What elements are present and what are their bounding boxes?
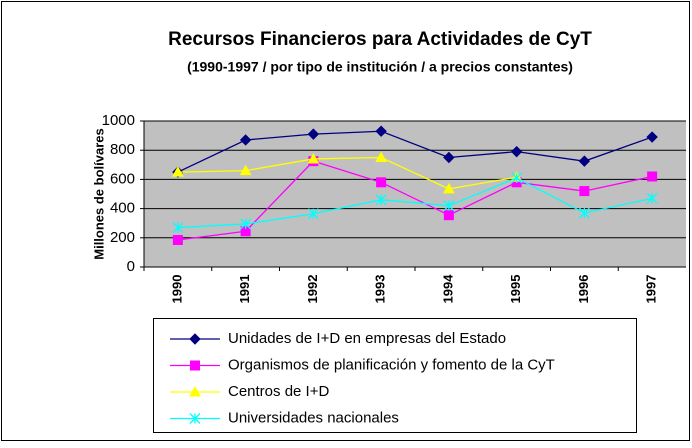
- data-point: [646, 192, 658, 204]
- legend-marker: [190, 360, 200, 371]
- legend-marker: [189, 385, 201, 397]
- legend-label: Unidades de I+D en empresas del Estado: [228, 330, 506, 347]
- data-point: [375, 194, 387, 206]
- x-tick-label: 1995: [508, 275, 523, 304]
- data-point: [647, 171, 658, 182]
- x-tick-label: 1997: [644, 275, 659, 304]
- y-tick-label: 0: [127, 258, 135, 275]
- legend-marker: [189, 413, 201, 424]
- data-point: [240, 218, 252, 230]
- data-point: [172, 234, 183, 245]
- data-point: [172, 222, 184, 234]
- chart-title: Recursos Financieros para Actividades de…: [168, 29, 592, 50]
- x-tick-label: 1992: [305, 275, 320, 304]
- series-line: [177, 156, 517, 190]
- data-point: [375, 125, 387, 137]
- chart-subtitle: (1990-1997 / por tipo de institución / a…: [187, 59, 573, 75]
- data-point: [239, 164, 252, 176]
- plot-area: [144, 121, 686, 267]
- data-point: [443, 200, 455, 212]
- data-point: [239, 134, 252, 146]
- legend-label: Universidades nacionales: [228, 409, 399, 426]
- x-tick-label: 1993: [373, 275, 388, 304]
- data-point: [646, 131, 658, 143]
- y-tick-label: 600: [110, 170, 135, 187]
- data-point: [578, 155, 591, 167]
- x-tick-label: 1990: [169, 275, 184, 304]
- data-point: [511, 172, 523, 184]
- data-point: [376, 177, 387, 188]
- y-axis-title: Millones de bolívares: [91, 128, 106, 260]
- data-point: [375, 151, 387, 162]
- data-point: [307, 152, 320, 164]
- y-tick-label: 1000: [102, 112, 135, 129]
- data-point: [172, 166, 184, 177]
- legend-label: Centros de I+D: [228, 383, 329, 400]
- y-tick-label: 800: [110, 141, 135, 158]
- data-point: [443, 151, 455, 164]
- x-tick-label: 1996: [576, 275, 591, 304]
- data-point: [443, 210, 454, 221]
- y-tick-label: 400: [110, 200, 135, 217]
- data-point: [307, 208, 319, 220]
- series-line: [177, 160, 653, 241]
- data-point: [579, 186, 590, 197]
- data-point: [510, 145, 523, 158]
- series-line: [177, 130, 653, 173]
- x-tick-label: 1994: [440, 274, 455, 304]
- data-point: [443, 182, 455, 194]
- data-point: [307, 128, 320, 140]
- data-point: [578, 207, 590, 219]
- series-line: [177, 177, 653, 229]
- legend-marker: [189, 333, 201, 345]
- legend: [153, 318, 637, 433]
- x-tick-label: 1991: [237, 275, 252, 304]
- legend-label: Organismos de planificación y fomento de…: [228, 356, 555, 373]
- y-tick-label: 200: [110, 229, 135, 246]
